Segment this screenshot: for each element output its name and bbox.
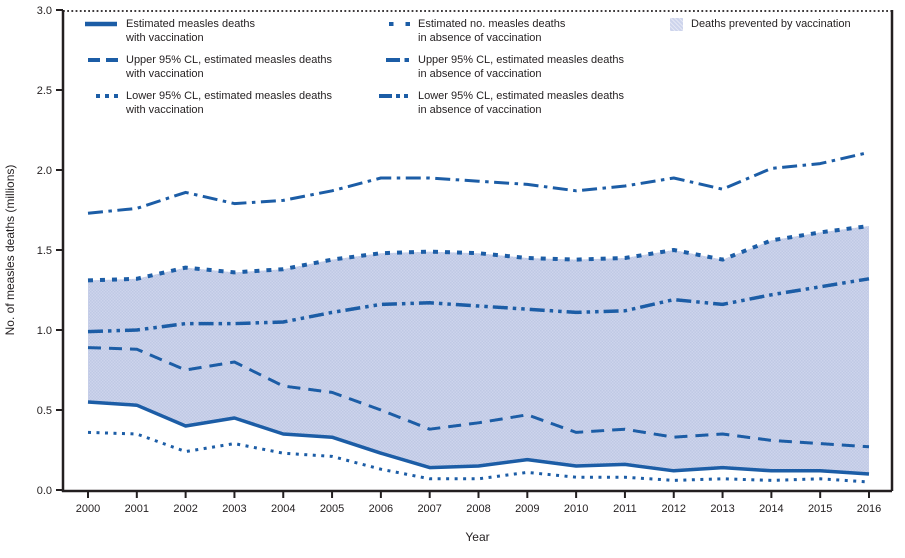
legend-label: Lower 95% CL, estimated measles deaths w… xyxy=(126,89,332,117)
legend-label-line1: Lower 95% CL, estimated measles deaths xyxy=(126,90,333,102)
legend-label: Upper 95% CL, estimated measles deaths i… xyxy=(418,53,624,81)
legend-column-with-vaccination: Estimated measles deaths with vaccinatio… xyxy=(84,17,354,125)
square-dash-line-icon xyxy=(372,17,410,45)
legend-item-lower-cl-without-vaccination: Lower 95% CL, estimated measles deaths i… xyxy=(372,89,652,117)
legend-label-line2: with vaccination xyxy=(126,68,204,80)
svg-text:2007: 2007 xyxy=(417,503,441,515)
svg-text:2014: 2014 xyxy=(759,503,783,515)
legend-label-line2: in absence of vaccination xyxy=(418,32,542,44)
svg-text:2001: 2001 xyxy=(125,503,149,515)
svg-text:2013: 2013 xyxy=(710,503,734,515)
legend-column-without-vaccination: Estimated no. measles deaths in absence … xyxy=(372,17,652,125)
svg-text:2004: 2004 xyxy=(271,503,295,515)
legend-label-line1: Estimated no. measles deaths xyxy=(418,18,566,30)
svg-text:2009: 2009 xyxy=(515,503,539,515)
svg-text:1.5: 1.5 xyxy=(37,245,52,257)
legend-label-line1: Deaths prevented by vaccination xyxy=(691,18,851,30)
dash-dot-dot-line-icon xyxy=(372,89,410,117)
svg-text:2011: 2011 xyxy=(613,503,637,515)
legend-label-line2: with vaccination xyxy=(126,32,204,44)
svg-text:2016: 2016 xyxy=(857,503,881,515)
legend-item-est-with-vaccination: Estimated measles deaths with vaccinatio… xyxy=(84,17,354,45)
svg-text:2002: 2002 xyxy=(173,503,197,515)
svg-text:2005: 2005 xyxy=(320,503,344,515)
solid-line-icon xyxy=(84,17,118,45)
legend-label-line2: with vaccination xyxy=(126,104,204,116)
legend-label-line2: in absence of vaccination xyxy=(418,68,542,80)
svg-text:0.5: 0.5 xyxy=(37,405,52,417)
legend-label-line1: Estimated measles deaths xyxy=(126,18,256,30)
svg-text:3.0: 3.0 xyxy=(37,5,52,17)
svg-text:2.5: 2.5 xyxy=(37,85,52,97)
legend-label-line1: Upper 95% CL, estimated measles deaths xyxy=(126,54,333,66)
svg-text:Year: Year xyxy=(465,530,489,544)
dotted-line-icon xyxy=(84,89,118,117)
legend-label-line1: Upper 95% CL, estimated measles deaths xyxy=(418,54,625,66)
svg-text:2.0: 2.0 xyxy=(37,165,52,177)
legend-item-lower-cl-with-vaccination: Lower 95% CL, estimated measles deaths w… xyxy=(84,89,354,117)
shaded-area-swatch-icon xyxy=(670,18,683,31)
legend-column-prevented: Deaths prevented by vaccination xyxy=(670,17,900,39)
legend-label-line1: Lower 95% CL, estimated measles deaths xyxy=(418,90,625,102)
dash-dot-line-icon xyxy=(372,53,410,81)
legend-label: Upper 95% CL, estimated measles deaths w… xyxy=(126,53,332,81)
svg-text:2008: 2008 xyxy=(466,503,490,515)
svg-text:2015: 2015 xyxy=(808,503,832,515)
legend-label: Estimated measles deaths with vaccinatio… xyxy=(126,17,255,45)
legend-item-upper-cl-with-vaccination: Upper 95% CL, estimated measles deaths w… xyxy=(84,53,354,81)
legend-label-line2: in absence of vaccination xyxy=(418,104,542,116)
svg-text:2010: 2010 xyxy=(564,503,588,515)
svg-text:2000: 2000 xyxy=(76,503,100,515)
legend-item-upper-cl-without-vaccination: Upper 95% CL, estimated measles deaths i… xyxy=(372,53,652,81)
legend-item-est-without-vaccination: Estimated no. measles deaths in absence … xyxy=(372,17,652,45)
svg-text:2006: 2006 xyxy=(369,503,393,515)
svg-text:2012: 2012 xyxy=(662,503,686,515)
legend-label: Deaths prevented by vaccination xyxy=(691,17,851,31)
svg-text:2003: 2003 xyxy=(222,503,246,515)
svg-text:1.0: 1.0 xyxy=(37,325,52,337)
legend-label: Lower 95% CL, estimated measles deaths i… xyxy=(418,89,624,117)
svg-text:No. of measles deaths (million: No. of measles deaths (millions) xyxy=(3,165,17,336)
legend-item-deaths-prevented: Deaths prevented by vaccination xyxy=(670,17,900,31)
dashed-line-icon xyxy=(84,53,118,81)
legend-label: Estimated no. measles deaths in absence … xyxy=(418,17,565,45)
svg-text:0.0: 0.0 xyxy=(37,485,52,497)
